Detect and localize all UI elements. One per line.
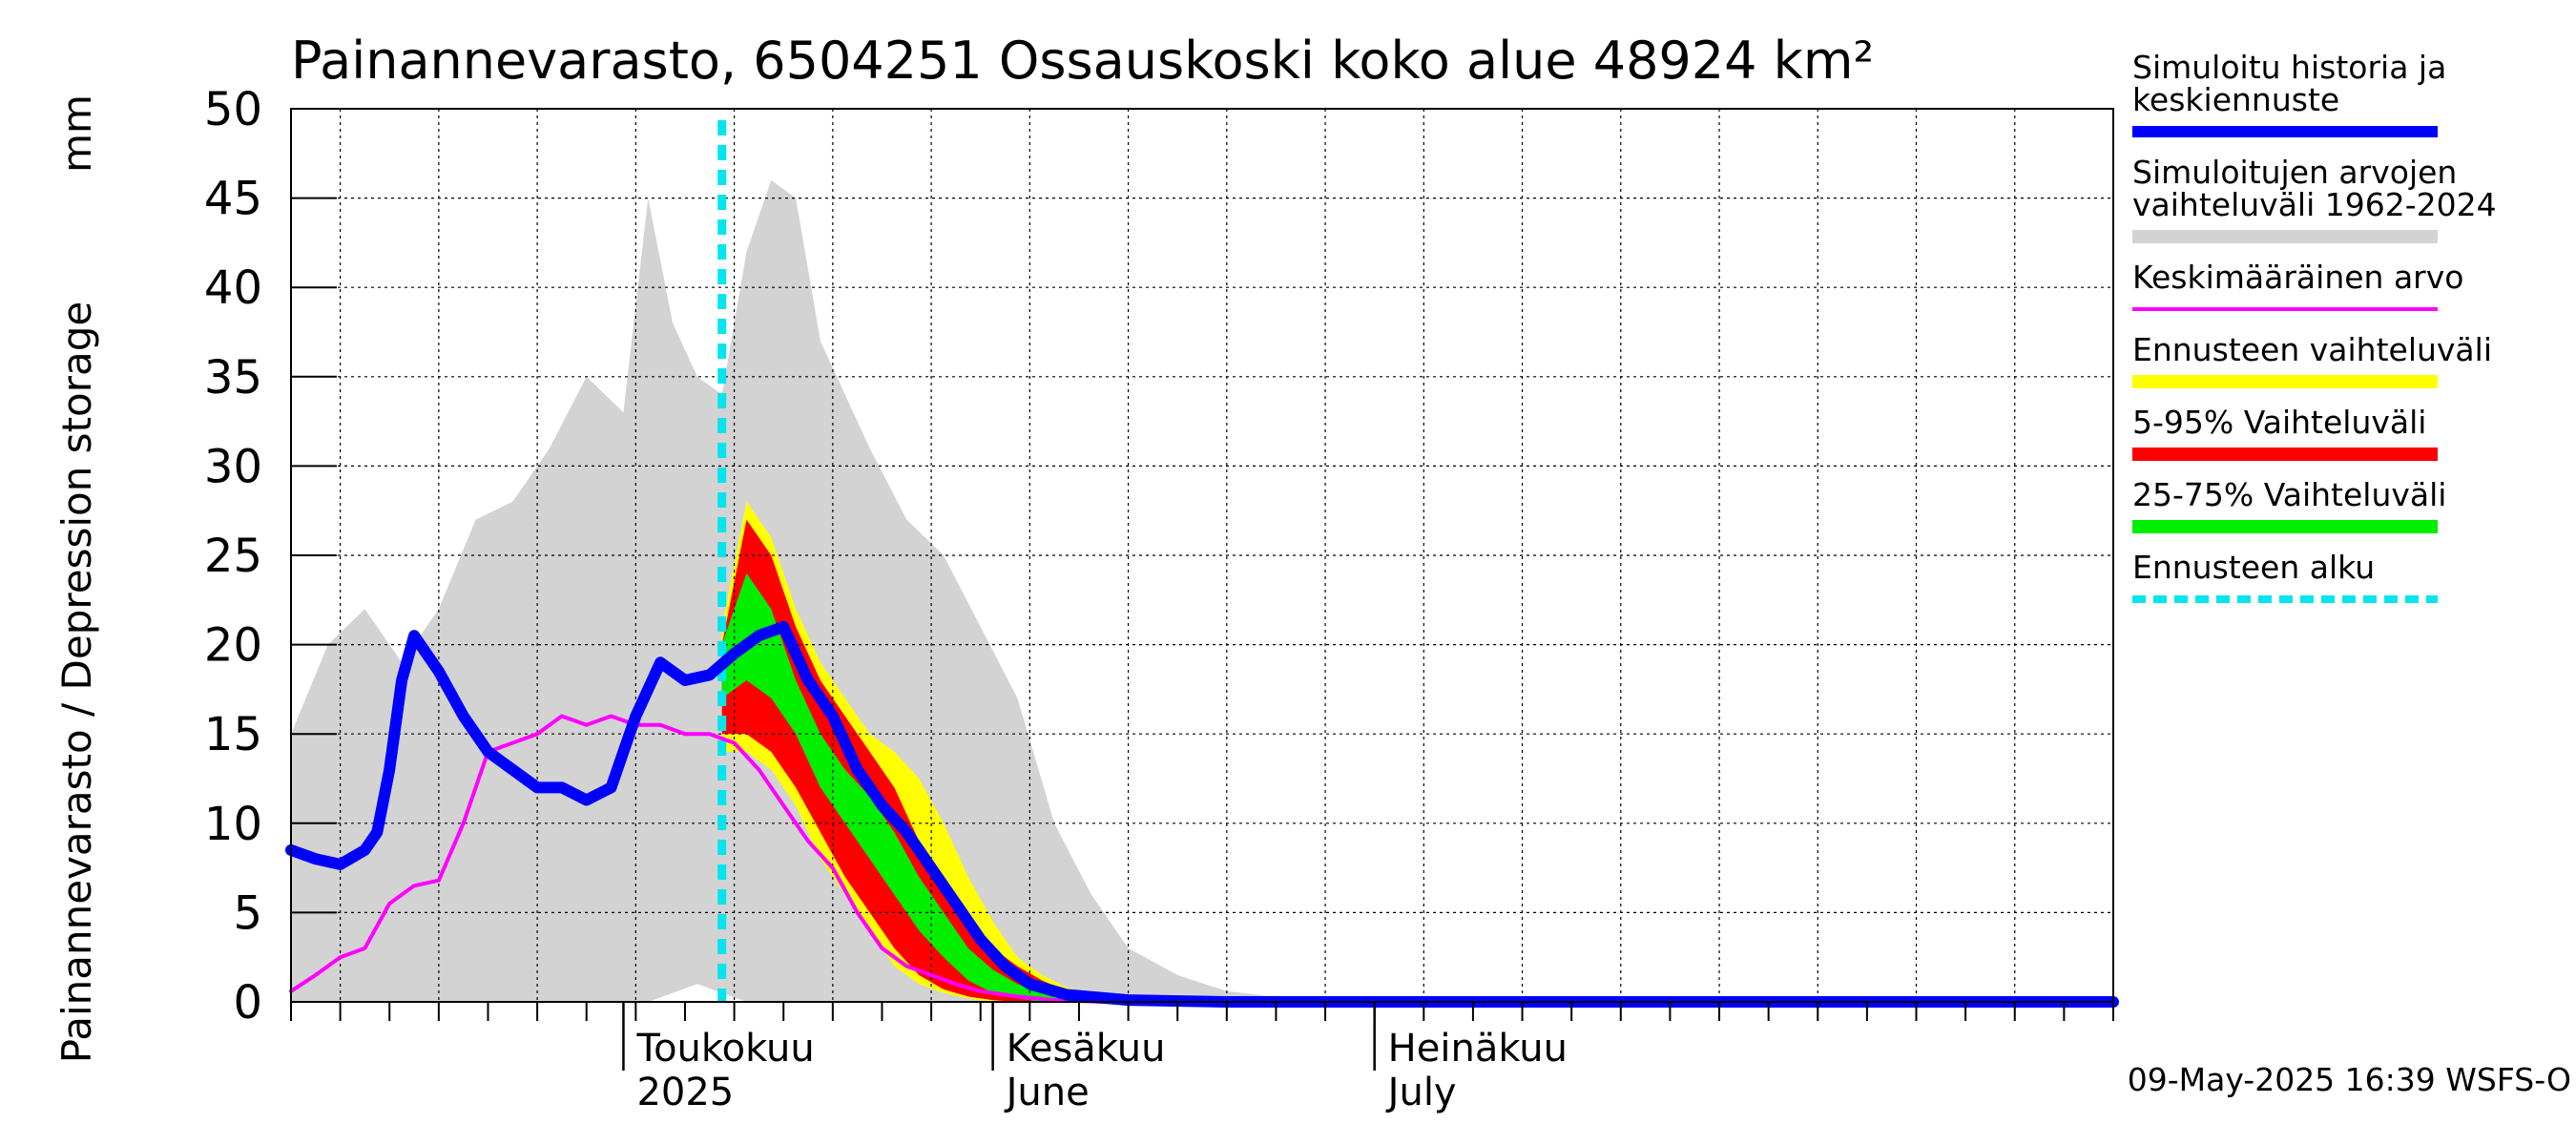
month-label: Kesäkuu — [1007, 1027, 1166, 1071]
legend-label: Ennusteen vaihteluväli — [2132, 331, 2492, 368]
legend-label: 5-95% Vaihteluväli — [2132, 404, 2426, 441]
legend-label: Simuloitu historia ja — [2132, 49, 2446, 86]
footer-timestamp: 09-May-2025 16:39 WSFS-O — [2128, 1061, 2571, 1098]
month-label: Heinäkuu — [1388, 1027, 1568, 1071]
legend-label: vaihteluväli 1962-2024 — [2132, 186, 2497, 223]
month-label: Toukokuu — [635, 1027, 814, 1071]
y-axis-unit: mm — [53, 94, 100, 173]
y-tick-label: 40 — [204, 261, 262, 315]
y-tick-label: 30 — [204, 440, 262, 493]
legend-label: Ennusteen alku — [2132, 549, 2375, 586]
month-sublabel: July — [1385, 1071, 1457, 1114]
month-sublabel: 2025 — [636, 1071, 734, 1114]
chart-title: Painannevarasto, 6504251 Ossauskoski kok… — [291, 31, 1874, 91]
y-tick-label: 15 — [204, 708, 262, 761]
y-tick-label: 50 — [204, 83, 262, 136]
y-tick-label: 35 — [204, 351, 262, 405]
y-tick-label: 5 — [233, 886, 262, 940]
legend-label: 25-75% Vaihteluväli — [2132, 476, 2446, 513]
band-layer — [291, 179, 1362, 1002]
band-0 — [291, 179, 1362, 1002]
series-line-0 — [289, 714, 2115, 1004]
y-tick-label: 10 — [204, 798, 262, 851]
y-tick-label: 25 — [204, 530, 262, 583]
y-axis-label: Painannevarasto / Depression storage — [53, 302, 100, 1063]
line-layer — [285, 120, 2119, 1008]
y-tick-label: 20 — [204, 619, 262, 673]
legend-label: keskiennuste — [2132, 81, 2339, 118]
legend-label: Keskimääräinen arvo — [2132, 259, 2463, 296]
y-tick-label: 0 — [233, 976, 262, 1030]
band-3 — [721, 572, 1153, 1002]
month-sublabel: June — [1004, 1071, 1090, 1114]
y-tick-label: 45 — [204, 173, 262, 226]
grid — [291, 108, 2113, 1002]
axes: 05101520253035404550Toukokuu2025KesäkuuJ… — [204, 83, 2114, 1114]
series-line-1 — [285, 620, 2119, 1008]
legend-label: Simuloitujen arvojen — [2132, 154, 2457, 191]
